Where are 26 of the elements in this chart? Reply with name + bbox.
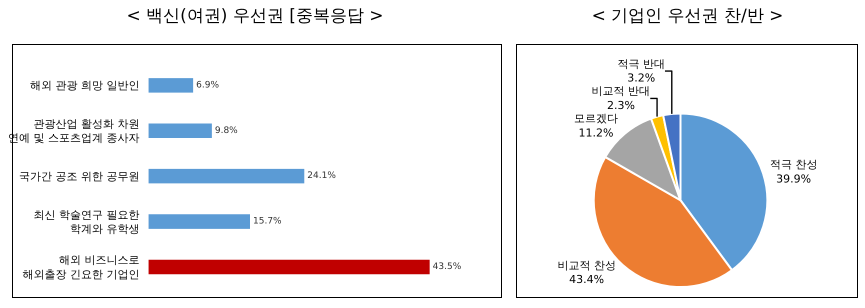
data-label: 9.8% xyxy=(214,126,238,136)
data-label: 24.1% xyxy=(307,171,336,182)
bar xyxy=(148,260,430,274)
data-label: 15.7% xyxy=(253,216,282,227)
y-tick-label: 국가간 공조 위한 공무원 xyxy=(19,170,140,184)
chart-title: < 백신(여권) 우선권 [중복응답 > xyxy=(126,6,384,26)
bar xyxy=(148,123,212,138)
data-label: 3.2% xyxy=(627,72,656,85)
y-tick-label: 해외 비즈니스로 해외출장 긴요한 기업인 xyxy=(22,254,140,281)
data-label: 11.2% xyxy=(578,126,614,140)
bar xyxy=(148,78,194,93)
data-label: 43.4% xyxy=(569,273,604,286)
data-label: 2.3% xyxy=(607,99,635,112)
y-tick-label: 최신 학술연구 필요한 학계와 유학생 xyxy=(34,208,140,236)
bar xyxy=(148,168,304,184)
data-label: 43.5% xyxy=(432,262,462,272)
slice-label: 비교적 찬성 xyxy=(557,258,616,272)
slice-label: 모르겠다 xyxy=(574,112,618,126)
bar xyxy=(148,214,250,229)
slice-label: 적극 찬성 xyxy=(770,158,818,172)
slice-label: 적극 반대 xyxy=(617,57,665,70)
data-label: 39.9% xyxy=(776,172,812,186)
y-tick-label: 해외 관광 희망 일반인 xyxy=(30,79,140,92)
data-label: 6.9% xyxy=(196,80,220,90)
slice-label: 비교적 반대 xyxy=(592,84,650,98)
chart-title: < 기업인 우선권 찬/반 > xyxy=(592,6,784,26)
